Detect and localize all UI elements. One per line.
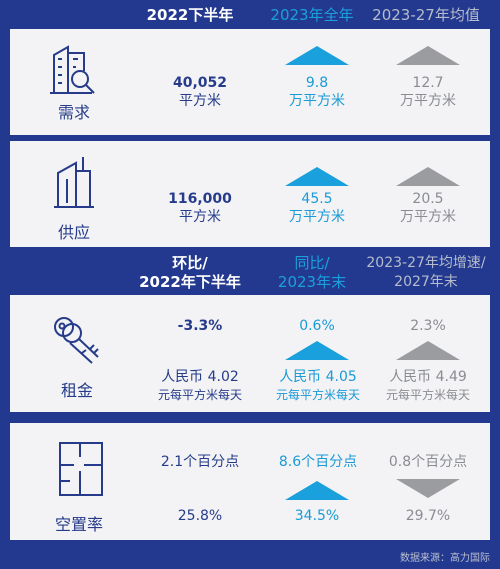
header-cagr: 2023-27年均增速/ 2027年末 <box>354 254 498 292</box>
demand-2022h2-unit: 平方米 <box>179 93 221 109</box>
demand-2022h2: 40,052 平方米 <box>140 74 260 110</box>
triangle-up-icon <box>285 167 349 186</box>
triangle-up-icon <box>285 46 349 65</box>
supply-2023-27: 20.5 万平方米 <box>368 190 488 226</box>
floor-plan-icon <box>59 442 103 496</box>
data-source: 数据来源：高力国际 <box>400 553 490 564</box>
vacancy-cagr-change: 0.8个百分点 <box>388 454 468 470</box>
rent-2027: 人民币 4.49 元每平方米每天 <box>362 368 494 404</box>
supply-2023-unit: 万平方米 <box>289 209 345 225</box>
header-qoq: 环比/ 2022年下半年 <box>128 254 252 292</box>
demand-2023-value: 9.8 <box>305 75 329 91</box>
demand-card: 需求 40,052 平方米 9.8 万平方米 12.7 万平方米 <box>10 29 490 135</box>
header-yoy: 同比/ 2023年末 <box>252 254 372 292</box>
demand-2023-27-value: 12.7 <box>412 75 444 91</box>
rent-2023: 人民币 4.05 元每平方米每天 <box>252 368 384 404</box>
header-yoy-line2: 2023年末 <box>277 273 347 291</box>
rent-2022h2-value: 人民币 4.02 <box>161 369 239 385</box>
header-qoq-line1: 环比/ <box>172 254 208 272</box>
header-2022h2: 2022下半年 <box>146 6 234 24</box>
rent-label: 租金 <box>60 381 93 400</box>
supply-2022h2-unit: 平方米 <box>179 209 221 225</box>
rent-yoy-change: 0.6% <box>299 318 335 334</box>
triangle-up-icon <box>396 46 460 65</box>
vacancy-2023: 34.5% <box>294 508 340 524</box>
header-cagr-line1: 2023-27年均增速/ <box>366 255 486 271</box>
triangle-up-icon <box>285 341 349 360</box>
keys-icon <box>54 317 99 364</box>
building-search-icon <box>50 45 95 94</box>
header-2023-full-year: 2023年全年 <box>270 6 354 24</box>
rent-cagr-change: 2.3% <box>410 318 446 334</box>
rent-2027-unit: 元每平方米每天 <box>385 388 470 402</box>
supply-card: 供应 116,000 平方米 45.5 万平方米 20.5 万平方米 <box>10 141 490 247</box>
supply-2023-value: 45.5 <box>301 191 333 207</box>
rent-qoq-change: -3.3% <box>177 318 223 334</box>
supply-2023-27-unit: 万平方米 <box>400 209 456 225</box>
supply-2022h2-value: 116,000 <box>168 191 232 207</box>
vacancy-qoq-change: 2.1个百分点 <box>160 454 240 470</box>
rent-2022h2: 人民币 4.02 元每平方米每天 <box>134 368 266 404</box>
header-cagr-line2: 2027年末 <box>394 274 458 290</box>
vacancy-2027: 29.7% <box>405 508 451 524</box>
demand-2023-27-unit: 万平方米 <box>400 93 456 109</box>
triangle-up-icon <box>396 167 460 186</box>
supply-2023: 45.5 万平方米 <box>257 190 377 226</box>
vacancy-card: 空置率 2.1个百分点 25.8% 8.6个百分点 34.5% 0.8个百分点 … <box>10 423 490 540</box>
demand-label: 需求 <box>57 103 90 122</box>
vacancy-yoy-change: 8.6个百分点 <box>278 454 358 470</box>
supply-label: 供应 <box>57 223 90 242</box>
skyscraper-icon <box>54 157 94 208</box>
supply-2023-27-value: 20.5 <box>412 191 444 207</box>
rent-card: 租金 -3.3% 人民币 4.02 元每平方米每天 0.6% 人民币 4.05 … <box>10 295 490 412</box>
rent-2023-value: 人民币 4.05 <box>279 369 357 385</box>
triangle-down-icon <box>396 479 460 498</box>
demand-2022h2-value: 40,052 <box>172 75 228 91</box>
rent-2022h2-unit: 元每平方米每天 <box>157 388 242 402</box>
demand-2023-unit: 万平方米 <box>289 93 345 109</box>
header-qoq-line2: 2022年下半年 <box>139 273 241 291</box>
header-yoy-line1: 同比/ <box>294 254 330 272</box>
triangle-up-icon <box>396 341 460 360</box>
rent-2023-unit: 元每平方米每天 <box>275 388 360 402</box>
rent-2027-value: 人民币 4.49 <box>389 369 467 385</box>
triangle-up-icon <box>285 481 349 500</box>
demand-2023: 9.8 万平方米 <box>257 74 377 110</box>
supply-2022h2: 116,000 平方米 <box>140 190 260 226</box>
header-2023-27-average: 2023-27年均值 <box>372 6 480 24</box>
vacancy-2022h2: 25.8% <box>177 508 223 524</box>
demand-2023-27: 12.7 万平方米 <box>368 74 488 110</box>
vacancy-label: 空置率 <box>54 515 103 534</box>
